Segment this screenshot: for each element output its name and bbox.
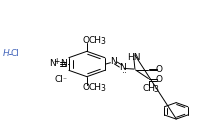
Text: CH: CH	[143, 84, 156, 93]
Text: N: N	[60, 60, 67, 68]
Text: H: H	[3, 49, 9, 58]
Text: HN: HN	[127, 52, 141, 62]
Text: .: .	[124, 66, 127, 75]
Text: O: O	[156, 65, 163, 74]
Text: N: N	[49, 60, 56, 68]
Text: 3: 3	[153, 85, 158, 94]
Text: +: +	[53, 57, 59, 66]
Text: Cl: Cl	[54, 75, 63, 84]
Text: 3: 3	[100, 37, 105, 46]
Text: O: O	[156, 75, 163, 84]
Text: .: .	[122, 66, 125, 75]
Text: Cl: Cl	[10, 49, 19, 58]
Text: ⁻: ⁻	[63, 76, 67, 85]
Text: O: O	[82, 36, 89, 45]
Text: 3: 3	[100, 84, 105, 93]
Text: O: O	[82, 83, 89, 92]
Text: CH: CH	[88, 83, 101, 92]
Text: N: N	[110, 57, 116, 66]
Text: N: N	[119, 63, 126, 72]
Text: CH: CH	[88, 36, 101, 45]
